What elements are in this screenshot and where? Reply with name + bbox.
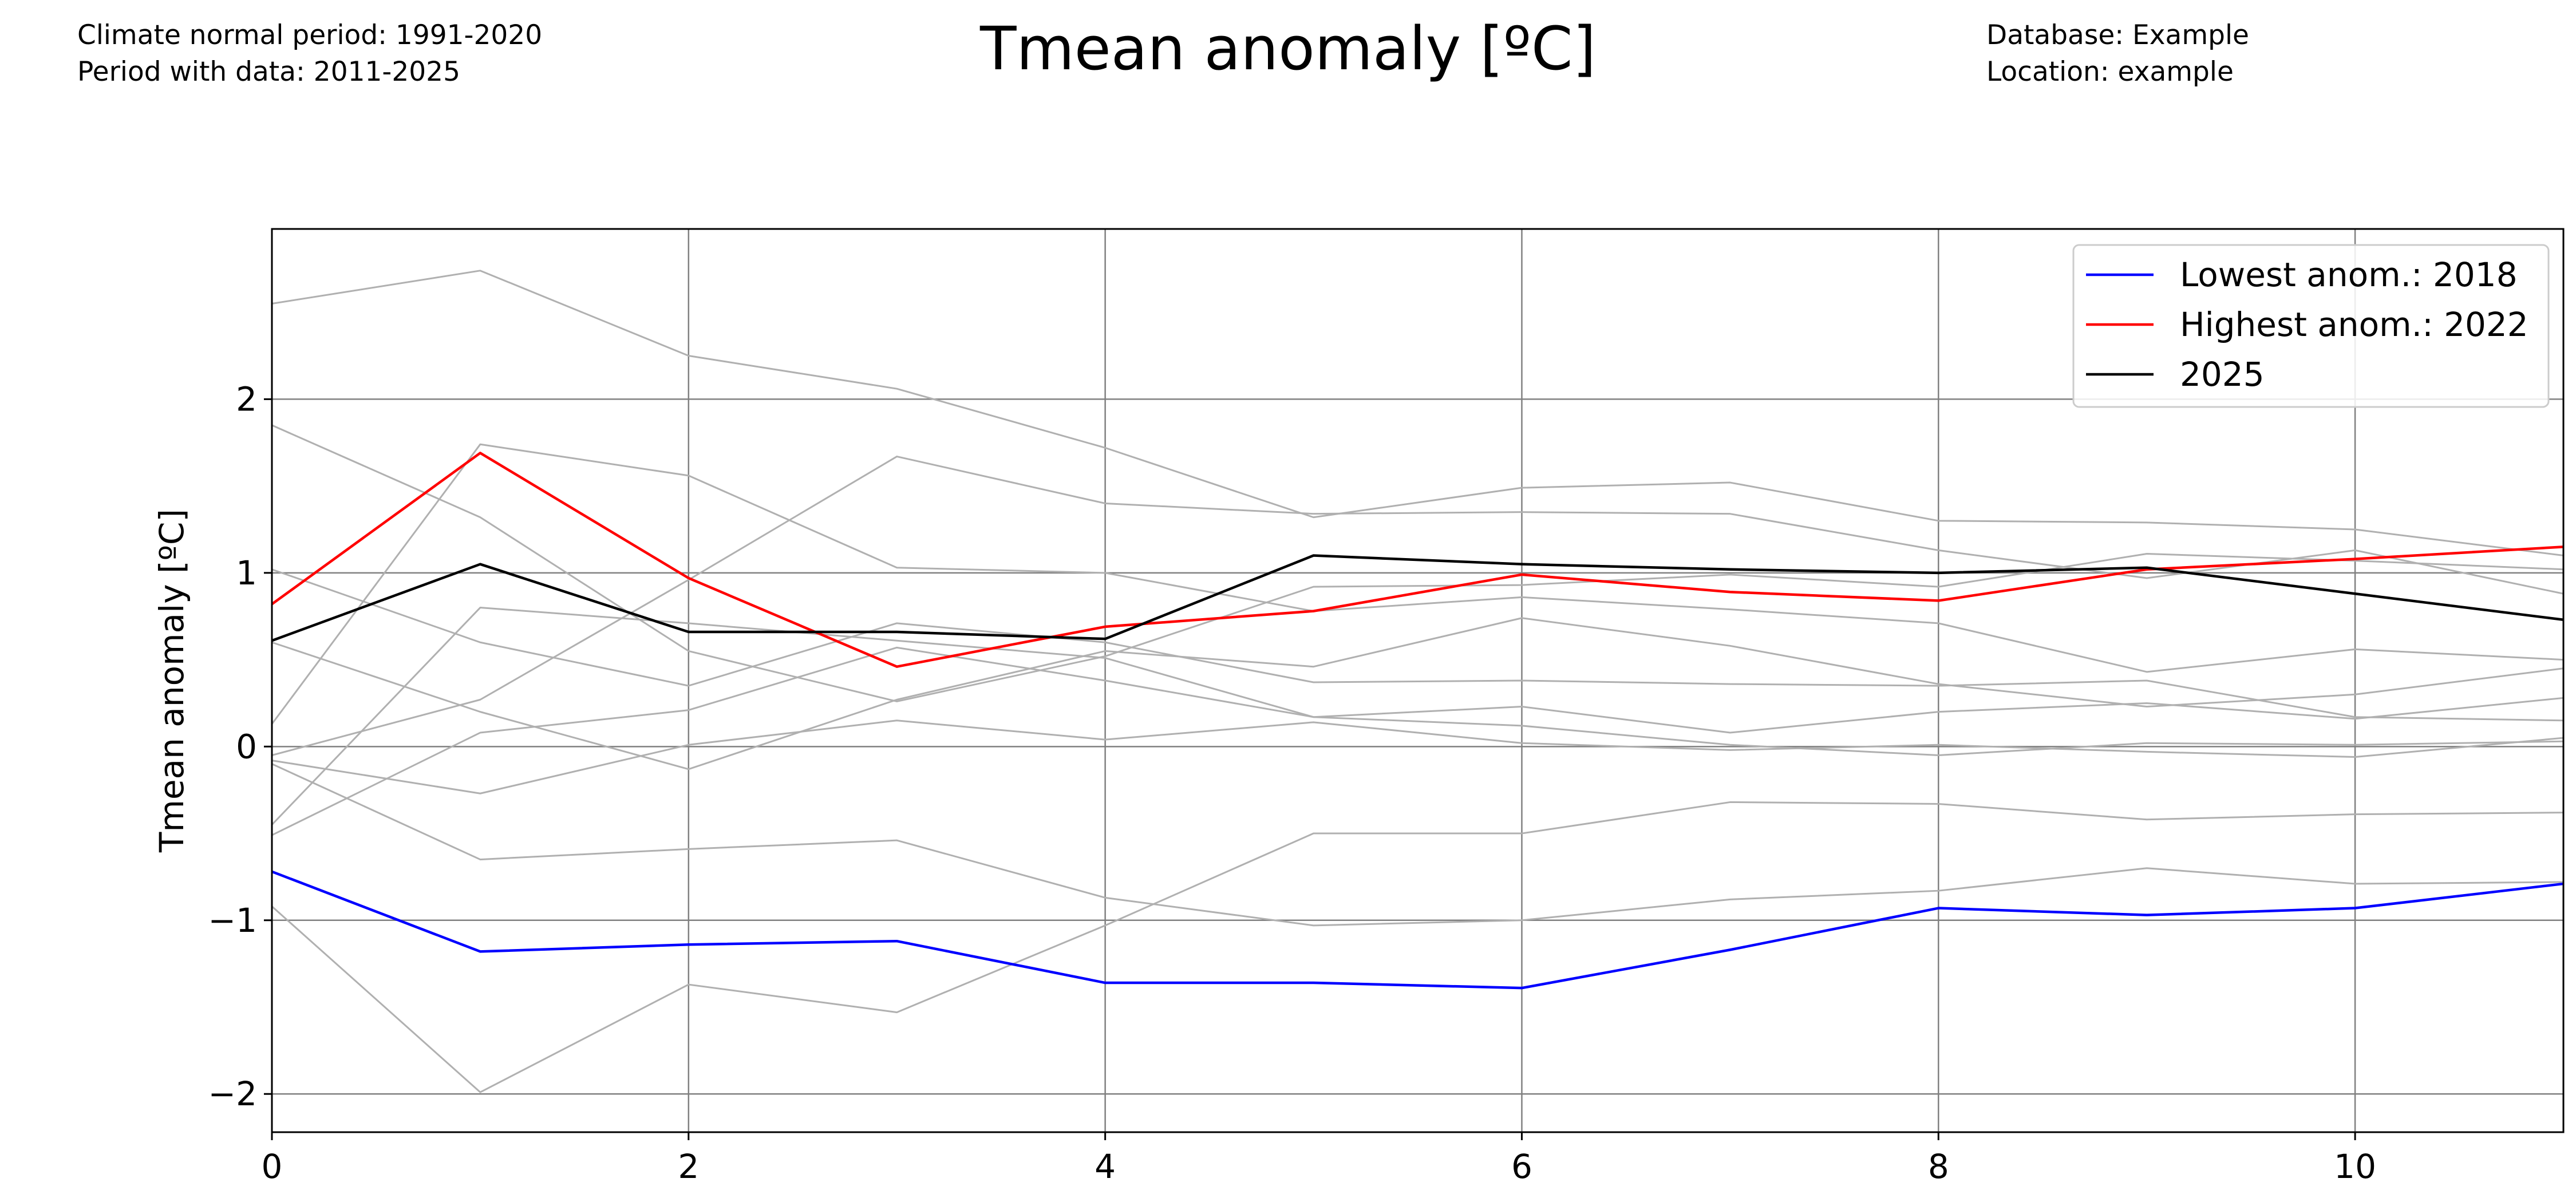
background-series-line <box>271 763 2564 927</box>
background-series-line <box>271 719 2564 794</box>
legend-label: 2025 <box>2180 355 2265 394</box>
background-series-line <box>271 424 2564 702</box>
y-axis-label: Tmean anomaly [ºC] <box>152 509 191 853</box>
x-tick-label: 4 <box>1095 1147 1116 1186</box>
y-tick-label: 1 <box>236 553 257 592</box>
legend-box <box>2072 244 2550 408</box>
background-series-line <box>271 646 2564 836</box>
series-line-0 <box>271 870 2564 990</box>
y-tick-label: 2 <box>236 379 257 418</box>
background-series-line <box>271 801 2564 1093</box>
y-tick-label: −2 <box>208 1074 258 1113</box>
header-right-info: Database: Example Location: example <box>1986 17 2249 90</box>
x-tick-label: 6 <box>1511 1147 1532 1186</box>
x-tick-label: 8 <box>1928 1147 1949 1186</box>
background-series-line <box>271 270 2564 556</box>
x-tick-label: 10 <box>2334 1147 2376 1186</box>
location-label: Location: example <box>1986 56 2234 88</box>
series-line-1 <box>271 452 2564 668</box>
legend-label: Highest anom.: 2022 <box>2180 305 2528 344</box>
database-label: Database: Example <box>1986 19 2249 51</box>
background-series-line <box>271 443 2564 725</box>
axis-ticks: 0 2 4 6 8 10 −2 −1 0 1 2 <box>208 379 2376 1186</box>
period-with-data: Period with data: 2011-2025 <box>77 56 460 88</box>
x-tick-label: 0 <box>262 1147 283 1186</box>
background-series <box>271 270 2564 1093</box>
legend: Lowest anom.: 2018 Highest anom.: 2022 202… <box>2072 244 2550 408</box>
header-left-info: Climate normal period: 1991-2020 Period … <box>77 17 542 90</box>
x-tick-label: 2 <box>678 1147 699 1186</box>
plot-frame <box>271 228 2565 1133</box>
y-tick-label: 0 <box>236 727 257 766</box>
y-tick-label: −1 <box>208 901 258 940</box>
series-line-2 <box>271 554 2564 642</box>
chart-title: Tmean anomaly [ºC] <box>979 14 1597 84</box>
legend-label: Lowest anom.: 2018 <box>2180 255 2518 294</box>
background-series-line <box>271 568 2564 722</box>
background-series-line <box>271 456 2564 756</box>
background-series-line <box>271 607 2564 825</box>
background-series-line <box>271 617 2564 770</box>
climate-normal-period: Climate normal period: 1991-2020 <box>77 19 543 51</box>
highlight-series <box>271 452 2564 990</box>
